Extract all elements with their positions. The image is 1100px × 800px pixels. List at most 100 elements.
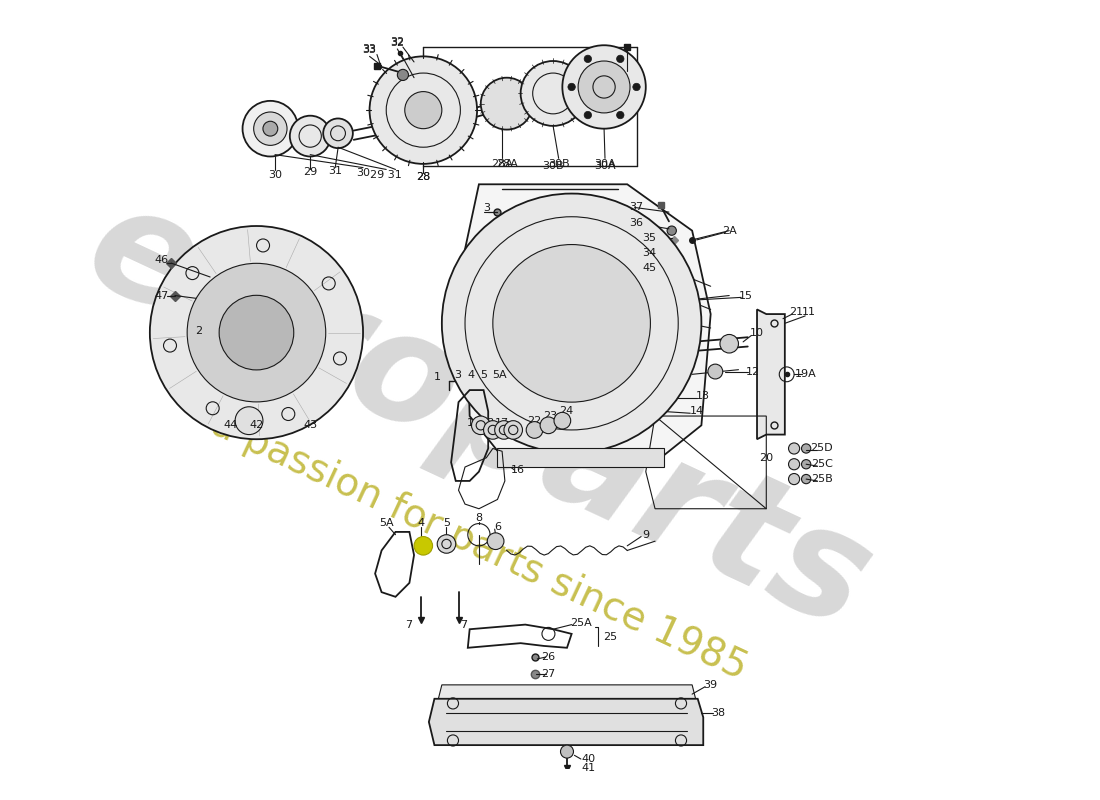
Text: 33: 33 bbox=[363, 44, 376, 54]
Circle shape bbox=[789, 474, 800, 485]
Text: 14: 14 bbox=[690, 406, 704, 417]
Circle shape bbox=[405, 91, 442, 129]
Circle shape bbox=[150, 226, 363, 439]
Circle shape bbox=[667, 226, 676, 235]
Text: 24: 24 bbox=[559, 406, 573, 417]
Circle shape bbox=[242, 101, 298, 157]
Circle shape bbox=[289, 116, 331, 157]
Circle shape bbox=[526, 422, 543, 438]
Text: 11: 11 bbox=[802, 307, 816, 318]
Circle shape bbox=[254, 112, 287, 146]
Circle shape bbox=[789, 458, 800, 470]
Circle shape bbox=[584, 111, 592, 118]
Text: 38: 38 bbox=[711, 708, 725, 718]
Text: 47: 47 bbox=[155, 290, 169, 301]
Circle shape bbox=[484, 421, 502, 439]
Text: 22: 22 bbox=[527, 416, 541, 426]
Circle shape bbox=[562, 46, 646, 129]
Text: 5: 5 bbox=[480, 370, 487, 380]
Circle shape bbox=[487, 533, 504, 550]
Text: 34: 34 bbox=[642, 248, 657, 258]
Text: 3: 3 bbox=[454, 370, 461, 380]
Text: 5A: 5A bbox=[378, 518, 394, 528]
Text: 30B: 30B bbox=[542, 161, 564, 170]
Circle shape bbox=[617, 111, 624, 118]
Circle shape bbox=[789, 443, 800, 454]
Text: 4: 4 bbox=[468, 370, 474, 380]
Text: 5: 5 bbox=[443, 518, 450, 528]
Polygon shape bbox=[429, 698, 703, 745]
Text: europarts: europarts bbox=[65, 170, 893, 662]
Text: 19A: 19A bbox=[794, 370, 816, 379]
Text: 43: 43 bbox=[304, 420, 317, 430]
Text: 42: 42 bbox=[250, 420, 264, 430]
Text: 7: 7 bbox=[405, 620, 412, 630]
Text: 19: 19 bbox=[468, 418, 482, 429]
Text: 16: 16 bbox=[510, 465, 525, 475]
Text: 3: 3 bbox=[483, 203, 490, 214]
Text: 28A: 28A bbox=[496, 159, 518, 169]
Text: 9: 9 bbox=[642, 530, 649, 540]
Text: 2: 2 bbox=[196, 326, 202, 336]
Circle shape bbox=[442, 194, 702, 453]
Circle shape bbox=[397, 70, 408, 81]
Circle shape bbox=[617, 55, 624, 62]
Text: 21: 21 bbox=[789, 307, 803, 318]
Text: 25A: 25A bbox=[570, 618, 592, 628]
Text: 28A: 28A bbox=[492, 159, 513, 169]
Circle shape bbox=[584, 55, 592, 62]
Circle shape bbox=[540, 417, 557, 434]
Circle shape bbox=[263, 122, 278, 136]
Polygon shape bbox=[497, 449, 664, 467]
Circle shape bbox=[370, 56, 477, 164]
Text: 25D: 25D bbox=[811, 443, 833, 454]
Text: 25C: 25C bbox=[811, 459, 833, 470]
Circle shape bbox=[579, 61, 630, 113]
Circle shape bbox=[802, 444, 811, 453]
Text: 4: 4 bbox=[418, 518, 425, 528]
Circle shape bbox=[802, 474, 811, 484]
Text: 32: 32 bbox=[390, 37, 405, 46]
Text: 31: 31 bbox=[328, 166, 342, 176]
Text: 32: 32 bbox=[390, 38, 405, 48]
Circle shape bbox=[632, 83, 640, 90]
Circle shape bbox=[554, 412, 571, 429]
Text: 20: 20 bbox=[759, 453, 773, 462]
Circle shape bbox=[520, 61, 585, 126]
Circle shape bbox=[568, 83, 575, 90]
Polygon shape bbox=[465, 184, 711, 462]
Circle shape bbox=[187, 263, 326, 402]
Text: 30B: 30B bbox=[548, 159, 570, 169]
Text: 5A: 5A bbox=[492, 370, 507, 380]
Text: 30A: 30A bbox=[594, 159, 616, 169]
Circle shape bbox=[708, 364, 723, 379]
Text: 28: 28 bbox=[416, 172, 430, 182]
Polygon shape bbox=[437, 685, 696, 703]
Text: 6: 6 bbox=[494, 522, 501, 532]
Text: 26: 26 bbox=[541, 652, 556, 662]
Circle shape bbox=[495, 421, 514, 439]
Text: 41: 41 bbox=[581, 763, 595, 774]
Text: 13: 13 bbox=[696, 390, 711, 401]
Text: 35: 35 bbox=[642, 233, 657, 243]
Text: 18: 18 bbox=[481, 418, 495, 429]
Text: 2A: 2A bbox=[722, 226, 737, 236]
Text: 1: 1 bbox=[433, 372, 441, 382]
Circle shape bbox=[719, 334, 738, 353]
Circle shape bbox=[323, 118, 353, 148]
Text: 25: 25 bbox=[604, 632, 617, 642]
Circle shape bbox=[235, 406, 263, 434]
Text: 40: 40 bbox=[581, 754, 595, 764]
Text: 29: 29 bbox=[304, 167, 317, 178]
Text: 33: 33 bbox=[363, 45, 376, 55]
Circle shape bbox=[481, 78, 532, 130]
Text: 36: 36 bbox=[629, 218, 644, 228]
Text: 12: 12 bbox=[746, 366, 760, 377]
Text: 45: 45 bbox=[642, 262, 657, 273]
Polygon shape bbox=[757, 310, 784, 439]
Circle shape bbox=[414, 537, 432, 555]
Text: 44: 44 bbox=[223, 420, 238, 430]
Circle shape bbox=[504, 421, 522, 439]
Text: 25B: 25B bbox=[811, 474, 833, 484]
Text: 17: 17 bbox=[495, 418, 509, 429]
